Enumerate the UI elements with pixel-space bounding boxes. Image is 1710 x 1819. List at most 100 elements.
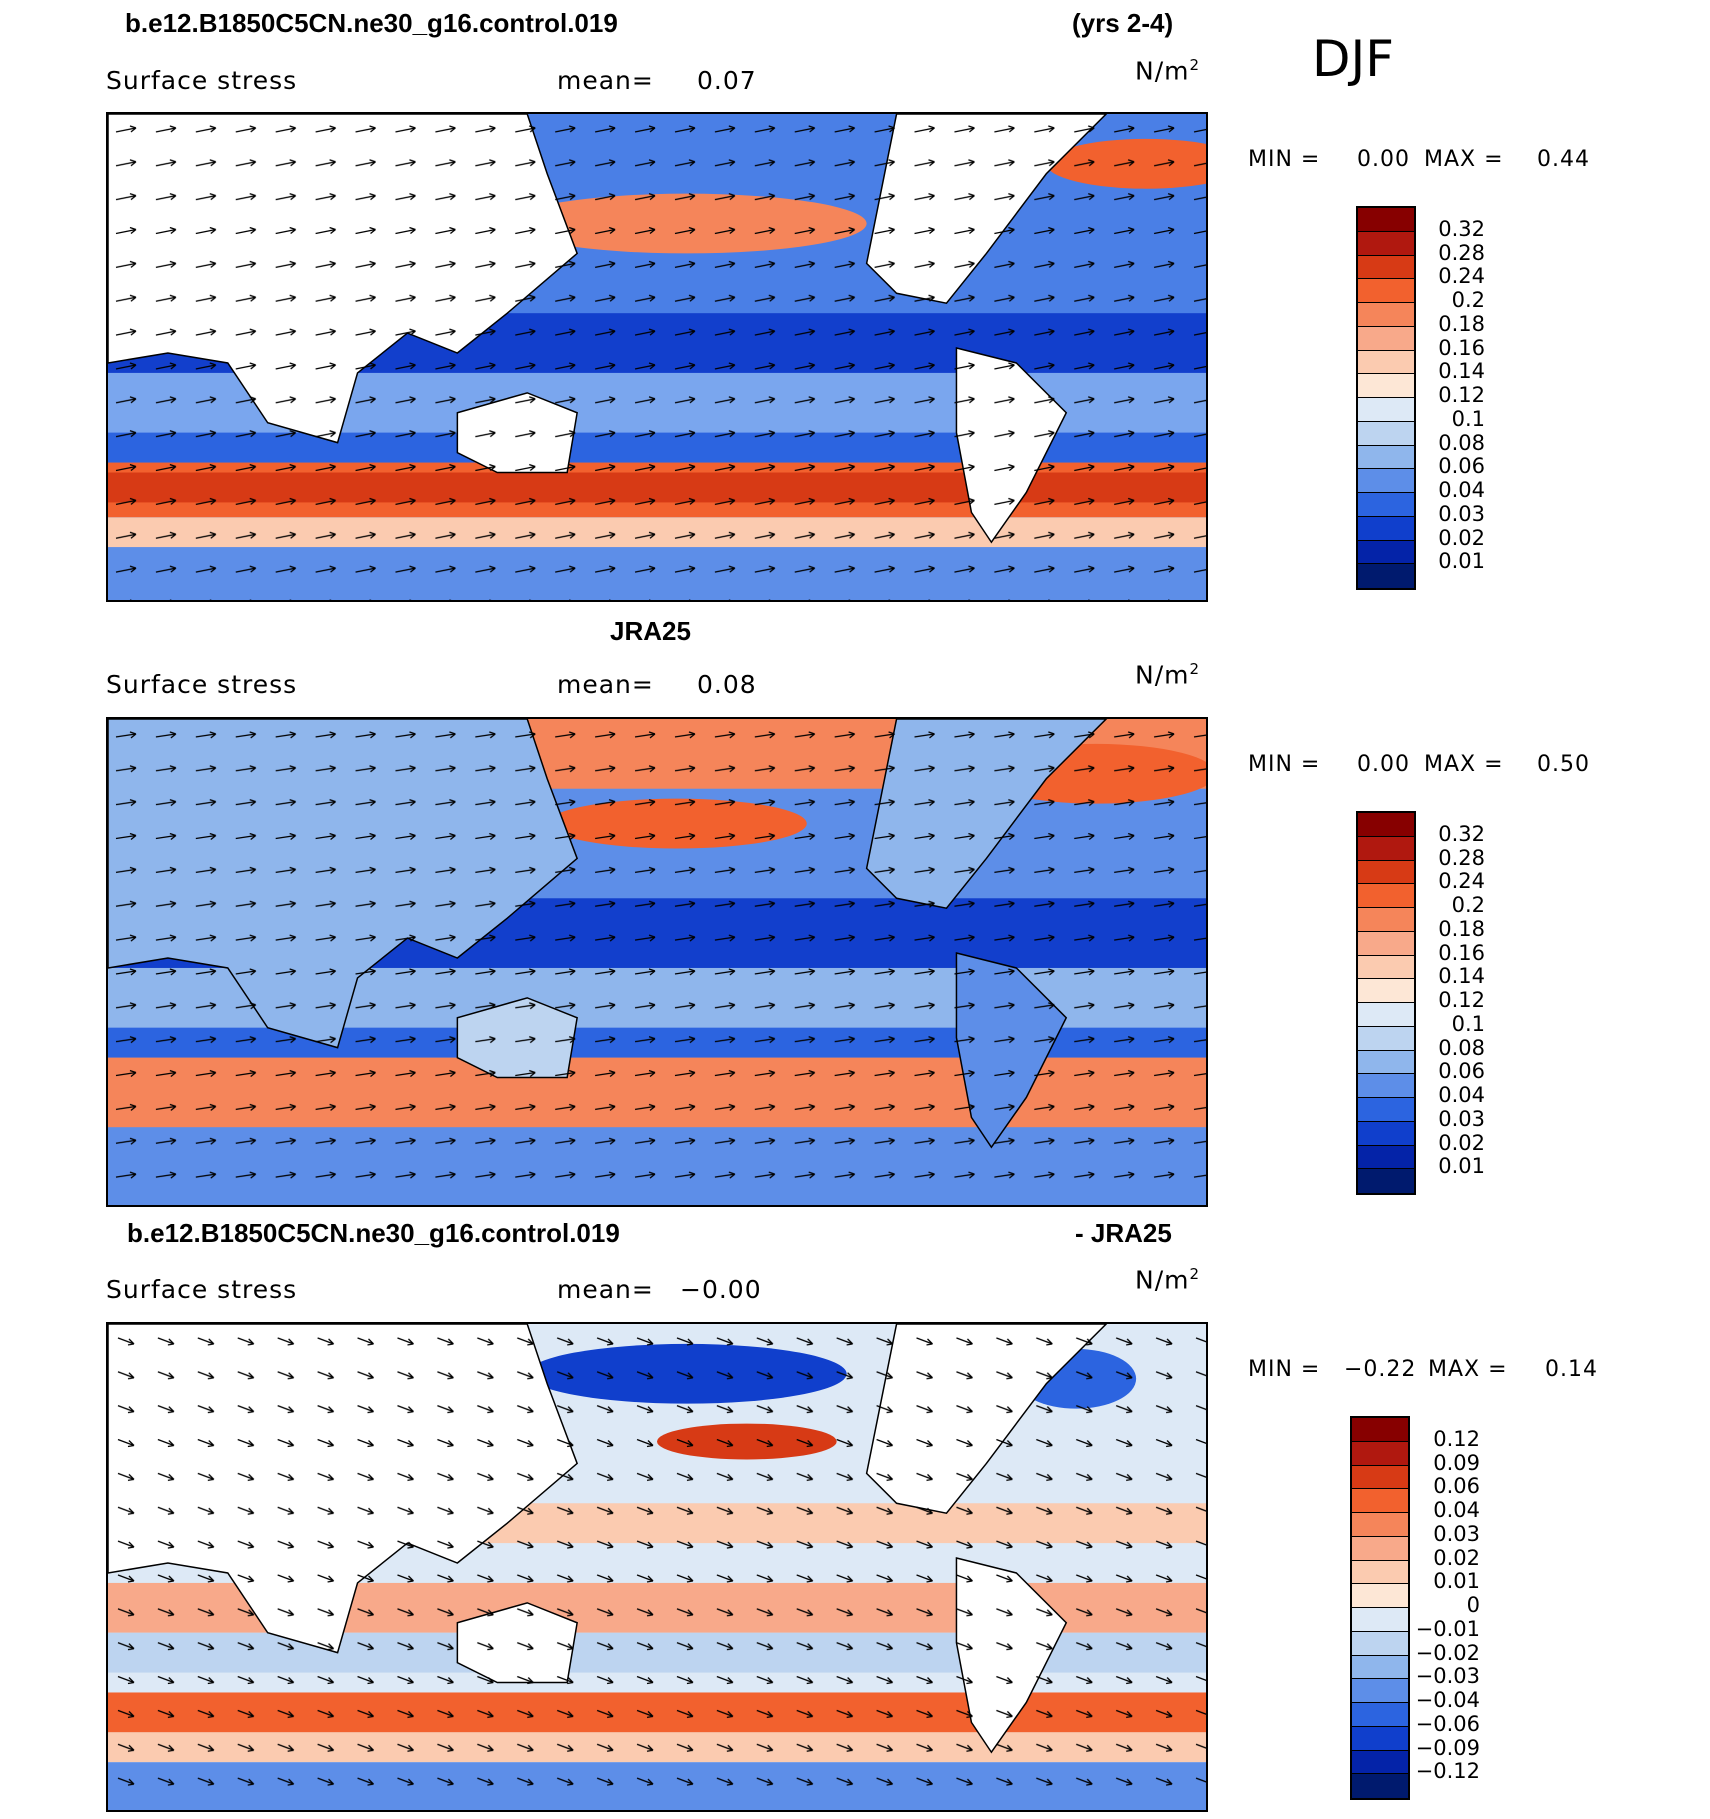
- colorbar-swatch: [1358, 374, 1414, 398]
- colorbar-level-label: −0.09: [1415, 1735, 1480, 1760]
- colorbar-swatch: [1358, 516, 1414, 541]
- colorbar-swatch: [1358, 908, 1414, 932]
- colorbar-level-label: 0.01: [1433, 1569, 1480, 1594]
- colorbar-swatch: [1358, 955, 1414, 980]
- panel3-title-left: b.e12.B1850C5CN.ne30_g16.control.019: [127, 1218, 620, 1248]
- colorbar-swatch: [1358, 255, 1414, 280]
- colorbar-level-label: 0.03: [1433, 1521, 1480, 1546]
- colorbar-swatch: [1352, 1584, 1408, 1608]
- colorbar-level-label: −0.03: [1415, 1664, 1480, 1689]
- panel2-variable: Surface stress: [106, 670, 298, 699]
- colorbar-level-label: 0.32: [1438, 216, 1485, 241]
- panel2-min-label: MIN =: [1248, 752, 1321, 777]
- colorbar-swatch: [1352, 1418, 1408, 1442]
- colorbar-level-label: 0.08: [1438, 1035, 1485, 1060]
- panel3-colorbar: [1350, 1416, 1410, 1800]
- colorbar-level-label: 0.04: [1433, 1498, 1480, 1522]
- colorbar-swatch: [1358, 979, 1414, 1003]
- panel2-units: N/m2: [1135, 660, 1201, 690]
- colorbar-swatch: [1352, 1655, 1408, 1680]
- colorbar-level-label: 0.01: [1438, 549, 1485, 574]
- colorbar-swatch: [1352, 1750, 1408, 1775]
- colorbar-level-label: 0.03: [1438, 1106, 1485, 1131]
- panel2-title: JRA25: [610, 616, 691, 646]
- panel2-mean-value: 0.08: [697, 670, 757, 699]
- colorbar-level-label: 0.12: [1433, 1426, 1480, 1451]
- colorbar-level-label: −0.12: [1415, 1759, 1480, 1784]
- wind-arrows: [108, 1324, 1206, 1810]
- colorbar-swatch: [1352, 1536, 1408, 1561]
- colorbar-level-label: 0.02: [1438, 1130, 1485, 1155]
- panel3-max-value: 0.14: [1545, 1357, 1598, 1382]
- panel3-variable: Surface stress: [106, 1275, 298, 1304]
- wind-arrows: [108, 719, 1206, 1205]
- colorbar-swatch: [1358, 350, 1414, 375]
- colorbar-swatch: [1358, 540, 1414, 565]
- panel3-mean-label: mean=: [557, 1275, 654, 1304]
- panel1-units: N/m2: [1135, 56, 1201, 86]
- colorbar-swatch: [1358, 564, 1414, 588]
- colorbar-swatch: [1352, 1726, 1408, 1751]
- panel3-mean-value: −0.00: [680, 1275, 762, 1304]
- colorbar-level-label: 0.06: [1438, 454, 1485, 479]
- colorbar-swatch: [1358, 303, 1414, 327]
- colorbar-level-label: 0.08: [1438, 430, 1485, 455]
- colorbar-swatch: [1352, 1489, 1408, 1513]
- colorbar-swatch: [1358, 931, 1414, 956]
- panel1-colorbar: [1356, 206, 1416, 590]
- colorbar-level-label: 0.03: [1438, 501, 1485, 526]
- colorbar-swatch: [1352, 1560, 1408, 1585]
- panel1-map: [106, 112, 1208, 602]
- colorbar-level-label: 0.1: [1451, 1011, 1485, 1036]
- colorbar-swatch: [1358, 398, 1414, 422]
- colorbar-swatch: [1352, 1513, 1408, 1537]
- colorbar-level-label: −0.02: [1415, 1640, 1480, 1665]
- panel1-min-value: 0.00: [1357, 147, 1410, 172]
- panel1-mean-label: mean=: [557, 66, 654, 95]
- panel1-title-right: (yrs 2-4): [1072, 8, 1174, 38]
- colorbar-swatch: [1358, 279, 1414, 303]
- colorbar-swatch: [1352, 1631, 1408, 1656]
- panel1-mean-value: 0.07: [697, 66, 757, 95]
- colorbar-level-label: 0.06: [1438, 1059, 1485, 1084]
- colorbar-swatch: [1358, 884, 1414, 908]
- colorbar-level-label: 0.06: [1433, 1474, 1480, 1499]
- panel2-max-label: MAX =: [1424, 752, 1504, 777]
- colorbar-swatch: [1358, 1098, 1414, 1122]
- panel2-min-value: 0.00: [1357, 752, 1410, 777]
- colorbar-level-label: 0.09: [1433, 1450, 1480, 1475]
- panel3-title-right: - JRA25: [1075, 1218, 1172, 1248]
- colorbar-level-label: 0.02: [1438, 525, 1485, 550]
- colorbar-level-label: 0.12: [1438, 383, 1485, 407]
- colorbar-level-label: 0.02: [1433, 1545, 1480, 1570]
- colorbar-level-label: 0.18: [1438, 311, 1485, 336]
- colorbar-swatch: [1358, 813, 1414, 837]
- colorbar-swatch: [1352, 1608, 1408, 1632]
- colorbar-level-label: 0.16: [1438, 940, 1485, 965]
- colorbar-swatch: [1358, 469, 1414, 493]
- colorbar-swatch: [1358, 326, 1414, 351]
- panel1-min-label: MIN =: [1248, 147, 1321, 172]
- colorbar-swatch: [1352, 1703, 1408, 1727]
- panel3-units: N/m2: [1135, 1265, 1201, 1295]
- colorbar-swatch: [1358, 1145, 1414, 1170]
- panel2-map: [106, 717, 1208, 1207]
- colorbar-level-label: 0.16: [1438, 335, 1485, 360]
- colorbar-level-label: 0.14: [1438, 964, 1485, 989]
- colorbar-swatch: [1358, 445, 1414, 470]
- panel3-map-svg: [108, 1324, 1206, 1810]
- colorbar-level-label: 0.01: [1438, 1154, 1485, 1179]
- panel1-max-label: MAX =: [1424, 147, 1504, 172]
- colorbar-swatch: [1352, 1774, 1408, 1798]
- colorbar-swatch: [1352, 1465, 1408, 1490]
- panel2-colorbar: [1356, 811, 1416, 1195]
- colorbar-level-label: −0.04: [1415, 1688, 1480, 1712]
- season-label: DJF: [1312, 30, 1395, 88]
- colorbar-level-label: 0.18: [1438, 916, 1485, 941]
- colorbar-level-label: 0.1: [1451, 406, 1485, 431]
- colorbar-level-label: −0.01: [1415, 1616, 1480, 1641]
- colorbar-swatch: [1358, 1121, 1414, 1146]
- colorbar-swatch: [1358, 836, 1414, 861]
- colorbar-level-label: 0.12: [1438, 988, 1485, 1012]
- panel1-max-value: 0.44: [1537, 147, 1590, 172]
